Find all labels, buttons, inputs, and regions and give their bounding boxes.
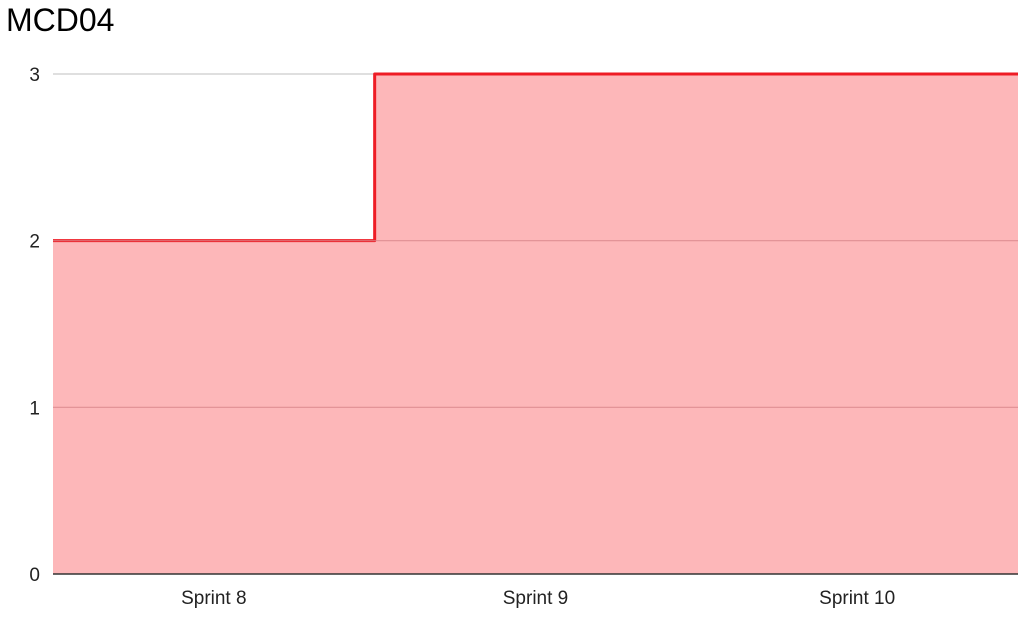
series-area: [53, 72, 1018, 574]
y-tick-label: 1: [29, 398, 40, 419]
y-tick-label: 3: [29, 65, 40, 86]
y-tick-label: 0: [29, 565, 40, 586]
x-tick-label: Sprint 9: [503, 588, 568, 609]
x-tick-label: Sprint 10: [819, 588, 895, 609]
y-tick-label: 2: [29, 232, 40, 253]
y-axis-ticks: 0 1 2 3: [29, 65, 40, 586]
x-tick-label: Sprint 8: [181, 588, 246, 609]
chart-title: MCD04: [6, 2, 115, 38]
x-axis-ticks: Sprint 8 Sprint 9 Sprint 10: [181, 588, 895, 609]
axes: [53, 240, 1018, 575]
series-fill: [53, 74, 1018, 574]
